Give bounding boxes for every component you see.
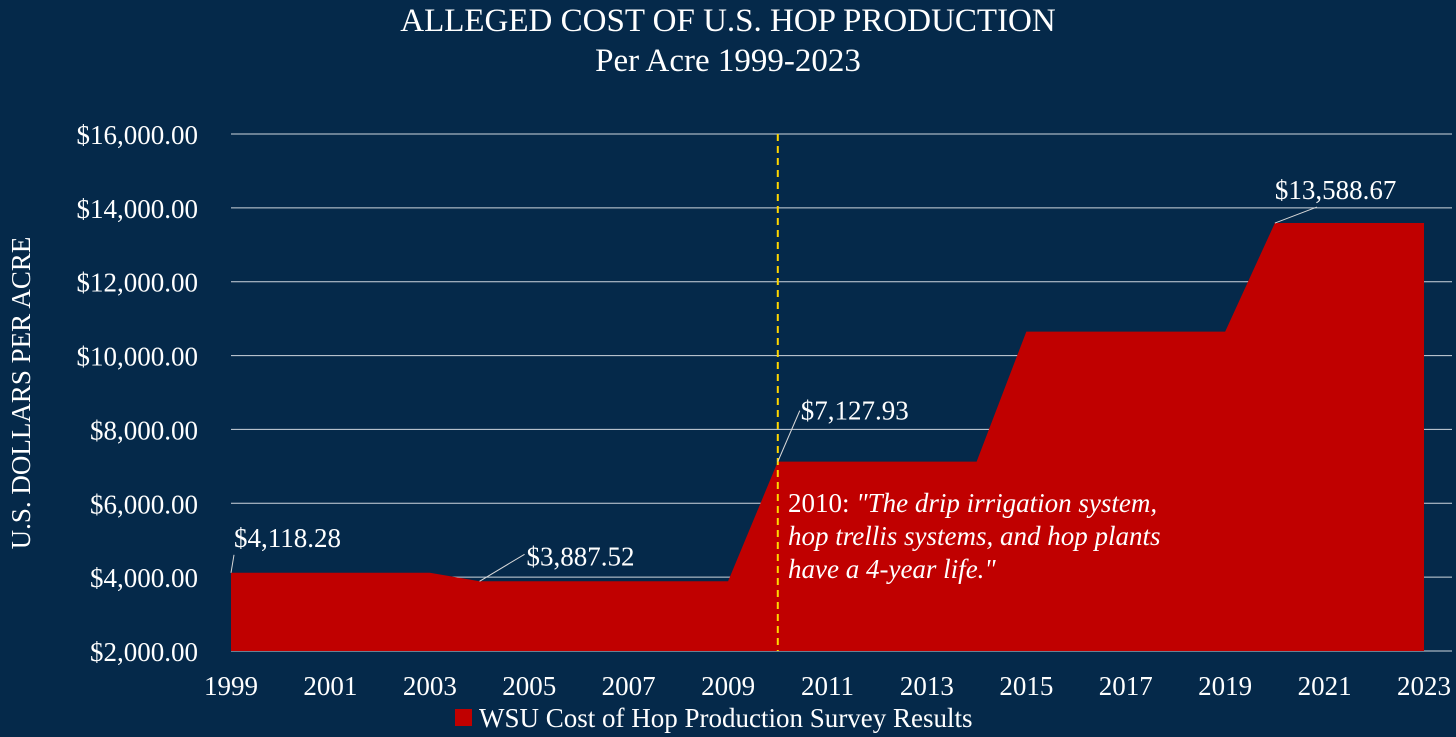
x-tick-label: 2007 — [602, 671, 656, 701]
x-tick-label: 2005 — [502, 671, 556, 701]
y-tick-label: $14,000.00 — [77, 194, 199, 224]
y-tick-label: $2,000.00 — [90, 637, 198, 667]
x-tick-label: 2017 — [1099, 671, 1153, 701]
legend-label: WSU Cost of Hop Production Survey Result… — [479, 703, 973, 733]
annotation-line-1: "The drip irrigation system, — [856, 488, 1157, 518]
x-tick-label: 1999 — [204, 671, 258, 701]
annotation-note: 2010: "The drip irrigation system, hop t… — [788, 488, 1167, 584]
data-label: $7,127.93 — [801, 396, 909, 426]
data-label: $13,588.67 — [1275, 175, 1397, 205]
series-area-layer — [231, 223, 1424, 651]
x-tick-label: 2013 — [900, 671, 954, 701]
annotation-prefix: 2010: — [788, 488, 856, 518]
x-tick-label: 2015 — [999, 671, 1053, 701]
y-tick-label: $4,000.00 — [90, 563, 198, 593]
data-label-leader — [777, 410, 801, 462]
data-label-leader — [230, 554, 235, 573]
legend-swatch — [455, 709, 472, 726]
series-area — [231, 223, 1424, 651]
y-tick-label: $12,000.00 — [77, 268, 199, 298]
x-tick-label: 2001 — [303, 671, 357, 701]
data-label-leader — [1274, 206, 1318, 224]
x-tick-label: 2023 — [1397, 671, 1451, 701]
data-label: $3,887.52 — [527, 541, 635, 571]
legend: WSU Cost of Hop Production Survey Result… — [455, 703, 973, 733]
annotation-line-3: have a 4-year life." — [788, 554, 996, 584]
y-tick-label: $10,000.00 — [77, 342, 199, 372]
annotation-line-2: hop trellis systems, and hop plants — [788, 521, 1161, 551]
chart-title: ALLEGED COST OF U.S. HOP PRODUCTION — [400, 3, 1056, 39]
x-tick-labels: 1999 2001 2003 2005 2007 2009 2011 2013 2015 2017… — [204, 671, 1451, 701]
x-tick-label: 2011 — [801, 671, 854, 701]
y-tick-label: $6,000.00 — [90, 489, 198, 519]
data-label: $4,118.28 — [234, 523, 341, 553]
x-tick-label: 2019 — [1198, 671, 1252, 701]
data-labels: $4,118.28 $3,887.52 $7,127.93 $13,588.67 — [230, 175, 1397, 582]
x-tick-label: 2021 — [1298, 671, 1352, 701]
data-label-leader — [479, 553, 525, 582]
x-tick-label: 2003 — [403, 671, 457, 701]
x-tick-label: 2009 — [701, 671, 755, 701]
y-tick-labels: $2,000.00 $4,000.00 $6,000.00 $8,000.00 $10,… — [77, 120, 199, 667]
y-tick-label: $8,000.00 — [90, 415, 198, 445]
y-tick-label: $16,000.00 — [77, 120, 199, 150]
chart-subtitle: Per Acre 1999-2023 — [595, 43, 861, 79]
y-axis-label: U.S. DOLLARS PER ACRE — [6, 237, 36, 550]
